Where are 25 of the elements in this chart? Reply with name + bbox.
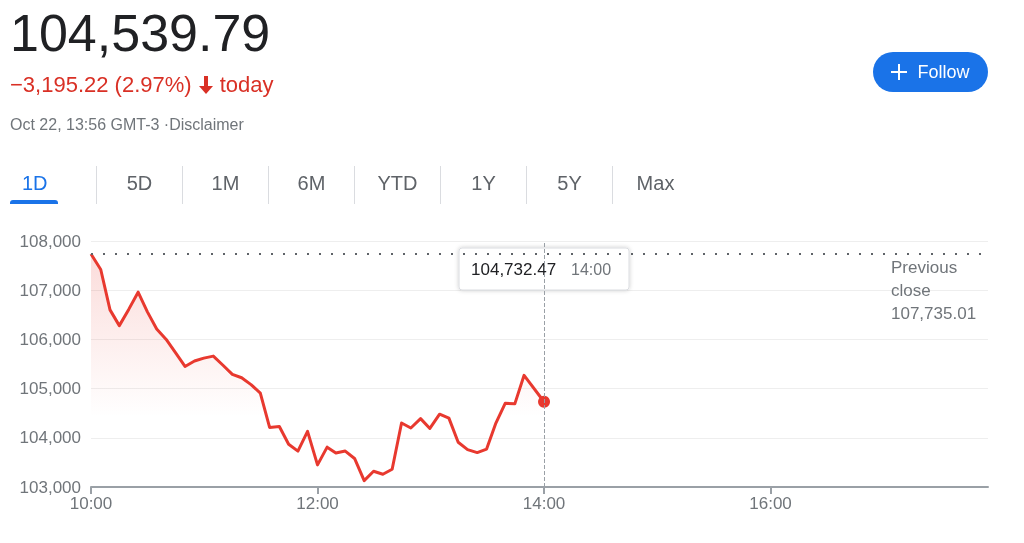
y-tick-label: 107,000 <box>19 280 81 300</box>
y-tick-label: 104,000 <box>19 428 81 448</box>
text: −3,195.22 (2.97%) today <box>10 72 274 97</box>
x-tick-label: 10:00 <box>69 494 113 513</box>
text: 1D <box>22 172 48 195</box>
text: 1Y <box>470 172 497 195</box>
text: 5D <box>125 172 154 195</box>
y-tick-label: 108,000 <box>19 231 81 251</box>
text: 6M <box>296 172 327 195</box>
x-tick-label: 14:00 <box>522 494 566 513</box>
annotation: 14:00 <box>571 260 612 278</box>
text: 5Y <box>556 172 583 195</box>
text: Oct 22, 13:56 GMT-3 ·Disclaimer <box>10 116 244 134</box>
x-tick-label: 12:00 <box>296 494 339 513</box>
ref-line-label: Previous close 107,735.01 <box>891 258 977 324</box>
y-tick-label: 103,000 <box>19 477 81 497</box>
y-tick-label: 106,000 <box>19 329 81 349</box>
text: Follow <box>917 61 970 83</box>
chart-title: 104,539.79 <box>10 3 271 64</box>
text: YTD <box>376 172 419 195</box>
annotation: 104,732.47 <box>471 259 557 279</box>
y-tick-label: 105,000 <box>19 379 81 399</box>
text: 1M <box>210 172 241 195</box>
x-tick-label: 16:00 <box>749 494 792 513</box>
text: Max <box>635 172 676 195</box>
